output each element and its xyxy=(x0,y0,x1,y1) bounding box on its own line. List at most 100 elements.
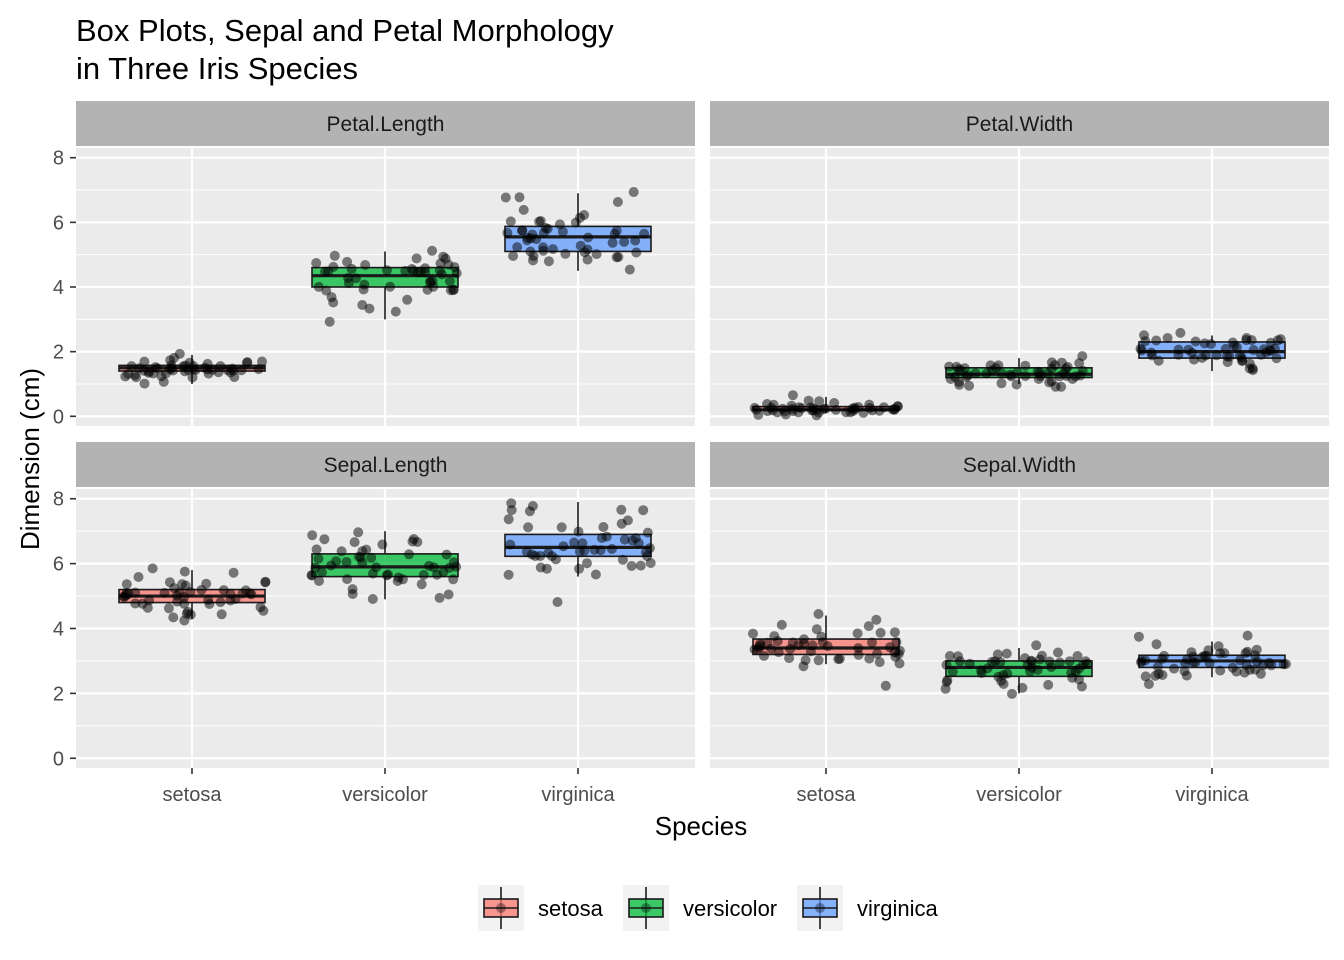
data-point xyxy=(814,396,825,407)
legend-key-point xyxy=(496,903,506,913)
data-point xyxy=(638,505,649,516)
data-point xyxy=(346,263,357,274)
data-point xyxy=(228,567,239,578)
facet-strip-label: Petal.Length xyxy=(327,113,445,136)
data-point xyxy=(875,627,886,638)
data-point xyxy=(630,533,641,544)
data-point xyxy=(434,592,445,603)
facet-strip xyxy=(710,101,1329,146)
data-point xyxy=(552,597,563,607)
data-point xyxy=(1001,648,1012,659)
data-point xyxy=(505,539,516,550)
data-point xyxy=(307,530,318,541)
data-point xyxy=(1044,656,1055,667)
data-point xyxy=(964,380,975,391)
data-point xyxy=(616,518,627,529)
data-point xyxy=(360,260,371,270)
data-point xyxy=(1019,653,1030,664)
data-point xyxy=(607,237,618,248)
data-point xyxy=(569,537,580,548)
data-point xyxy=(236,365,247,376)
data-point xyxy=(944,651,955,661)
data-point xyxy=(1235,655,1246,666)
data-point xyxy=(523,522,534,533)
data-point xyxy=(874,657,885,668)
data-point xyxy=(863,621,874,632)
data-point xyxy=(144,595,155,606)
data-point xyxy=(1265,337,1276,348)
facet-strip-label: Sepal.Length xyxy=(324,454,448,477)
data-point xyxy=(130,598,141,609)
data-point xyxy=(181,608,192,619)
data-point xyxy=(867,637,877,648)
data-point xyxy=(995,657,1006,668)
data-point xyxy=(748,628,758,639)
data-point xyxy=(573,526,584,537)
legend-key-point xyxy=(815,903,825,913)
data-point xyxy=(349,537,360,548)
data-point xyxy=(237,588,248,599)
data-point xyxy=(174,348,185,359)
data-point xyxy=(418,570,429,580)
data-point xyxy=(1151,335,1162,346)
data-point xyxy=(165,364,176,375)
box-versicolor xyxy=(311,245,462,327)
data-point xyxy=(420,267,431,278)
box-virginica xyxy=(500,187,652,275)
data-point xyxy=(1075,370,1086,381)
data-point xyxy=(1179,666,1190,677)
data-point xyxy=(800,655,811,666)
data-point xyxy=(543,547,554,558)
data-point xyxy=(540,223,551,233)
data-point xyxy=(964,658,975,669)
data-point xyxy=(1175,327,1186,338)
data-point xyxy=(606,544,617,554)
data-point xyxy=(359,279,370,290)
data-point xyxy=(443,259,454,270)
data-point xyxy=(759,650,769,661)
data-point xyxy=(448,574,459,585)
legend-item-virginica: virginica xyxy=(797,885,938,931)
data-point xyxy=(601,531,612,542)
data-point xyxy=(323,266,334,277)
data-point xyxy=(1219,648,1230,659)
data-point xyxy=(316,567,327,578)
data-point xyxy=(385,281,396,292)
data-point xyxy=(1213,641,1224,652)
data-point xyxy=(985,360,996,371)
data-point xyxy=(1255,668,1266,679)
x-axis-title: Species xyxy=(655,811,748,841)
data-point xyxy=(642,527,653,538)
legend-label: versicolor xyxy=(683,896,777,921)
data-point xyxy=(1020,360,1031,371)
data-point xyxy=(1215,665,1226,676)
data-point xyxy=(591,249,602,260)
data-point xyxy=(962,370,973,381)
data-point xyxy=(402,294,413,305)
data-point xyxy=(945,374,956,384)
data-point xyxy=(626,561,637,571)
data-point xyxy=(156,371,167,382)
data-point xyxy=(361,544,372,555)
data-point xyxy=(179,566,190,577)
data-point xyxy=(1237,356,1248,367)
data-point xyxy=(518,204,529,215)
data-point xyxy=(805,646,816,657)
data-point xyxy=(619,534,630,545)
x-tick-label: versicolor xyxy=(342,784,428,806)
box-versicolor xyxy=(306,527,462,604)
data-point xyxy=(1056,357,1067,368)
data-point xyxy=(307,570,318,581)
data-point xyxy=(1053,647,1063,658)
data-point xyxy=(200,362,210,373)
data-point xyxy=(1227,662,1238,673)
data-point xyxy=(1242,646,1253,657)
data-point xyxy=(341,557,352,567)
data-point xyxy=(1135,343,1146,354)
legend-item-versicolor: versicolor xyxy=(623,885,777,931)
data-point xyxy=(130,587,141,598)
data-point xyxy=(766,643,777,654)
data-point xyxy=(1157,653,1168,664)
data-point xyxy=(787,390,798,401)
y-tick-label: 4 xyxy=(53,619,64,641)
